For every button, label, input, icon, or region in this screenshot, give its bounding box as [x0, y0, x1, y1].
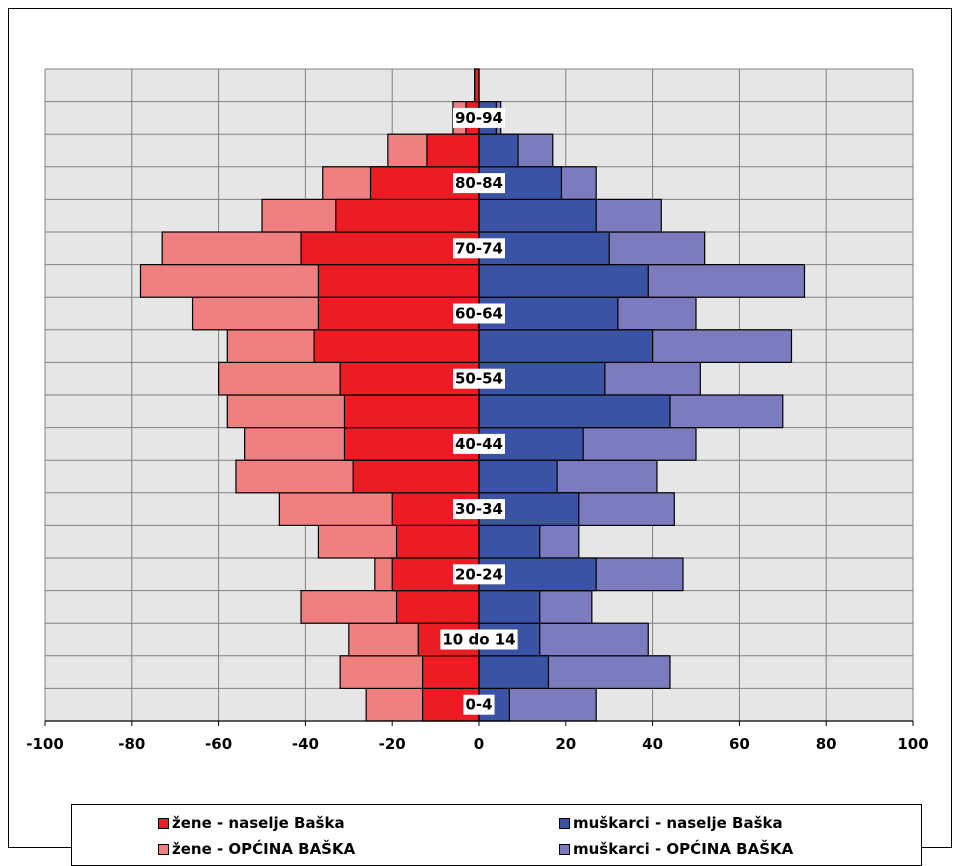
bar-series-3-13 — [478, 264, 649, 298]
bar-series-3-9 — [478, 394, 671, 429]
legend-swatch-zene-naselje — [158, 817, 169, 829]
bar-series-1-14 — [300, 231, 480, 266]
x-tick-label: -60 — [205, 735, 232, 753]
category-label-background — [453, 499, 505, 520]
category-label-background — [453, 368, 505, 389]
bar-series-1-7 — [352, 459, 480, 494]
category-label-background — [453, 238, 505, 259]
category-label-background — [453, 303, 505, 324]
category-label-background — [453, 107, 505, 128]
legend-item-zene-opcina: žene - OPĆINA BAŠKA — [158, 840, 355, 858]
category-label: 10 do 14 — [442, 631, 515, 649]
legend-item-zene-naselje: žene - naselje Baška — [158, 814, 345, 832]
bar-series-1-15 — [335, 198, 480, 233]
bar-series-1-3 — [395, 589, 480, 624]
category-label-background — [453, 564, 505, 585]
legend-label: muškarci - OPĆINA BAŠKA — [573, 840, 794, 858]
x-tick-label: 20 — [555, 735, 576, 753]
bar-series-1-13 — [317, 264, 480, 298]
legend-swatch-muskarci-naselje — [559, 817, 570, 829]
bar-series-1-19 — [474, 68, 480, 103]
x-tick-label: -100 — [26, 735, 64, 753]
bar-series-3-5 — [478, 524, 541, 559]
legend-label: žene - OPĆINA BAŠKA — [172, 840, 356, 858]
population-pyramid-chart: -100 -80 -60 -40 -20 0 20 40 60 80 100 0-4 10 do 14 2… — [26, 68, 929, 753]
category-label: 0-4 — [465, 696, 492, 714]
legend-item-muskarci-naselje: muškarci - naselje Baška — [559, 814, 783, 832]
category-label: 80-84 — [455, 174, 503, 192]
bar-series-1-1 — [421, 655, 480, 689]
category-label-background — [463, 694, 495, 715]
bar-series-1-5 — [395, 524, 480, 559]
category-label: 70-74 — [455, 239, 503, 257]
bar-series-3-11 — [478, 329, 654, 363]
legend-item-muskarci-opcina: muškarci - OPĆINA BAŠKA — [559, 840, 793, 858]
category-label-background — [453, 433, 505, 454]
bar-series-3-15 — [478, 198, 597, 233]
chart-frame: -100 -80 -60 -40 -20 0 20 40 60 80 100 0-4 10 do 14 2… — [8, 8, 952, 866]
category-label: 30-34 — [455, 500, 503, 518]
category-label-background — [440, 629, 518, 650]
category-label: 60-64 — [455, 305, 503, 323]
legend-swatch-zene-opcina — [158, 843, 169, 855]
category-label: 20-24 — [455, 565, 503, 583]
bar-series-1-17 — [426, 133, 480, 168]
bar-series-3-1 — [478, 655, 550, 689]
category-label-background — [453, 173, 505, 194]
bar-series-1-16 — [369, 166, 480, 201]
x-tick-label: 100 — [897, 735, 928, 753]
bar-series-3-17 — [478, 133, 519, 168]
x-tick-label: 0 — [474, 735, 484, 753]
bar-series-3-7 — [478, 459, 558, 494]
category-label: 40-44 — [455, 435, 503, 453]
legend: žene - naselje Baška muškarci - naselje … — [71, 804, 922, 866]
category-label: 50-54 — [455, 370, 503, 388]
bar-series-1-11 — [313, 329, 480, 363]
bar-series-3-3 — [478, 589, 541, 624]
legend-label: žene - naselje Baška — [172, 814, 345, 832]
x-tick-label: -20 — [379, 735, 406, 753]
x-tick-label: 60 — [729, 735, 750, 753]
legend-swatch-muskarci-opcina — [559, 843, 570, 855]
category-label: 90-94 — [455, 109, 503, 127]
legend-label: muškarci - naselje Baška — [573, 814, 783, 832]
x-tick-label: 80 — [816, 735, 837, 753]
x-tick-label: -80 — [118, 735, 145, 753]
bar-series-1-9 — [343, 394, 480, 429]
x-tick-label: 40 — [642, 735, 663, 753]
x-tick-label: -40 — [292, 735, 319, 753]
